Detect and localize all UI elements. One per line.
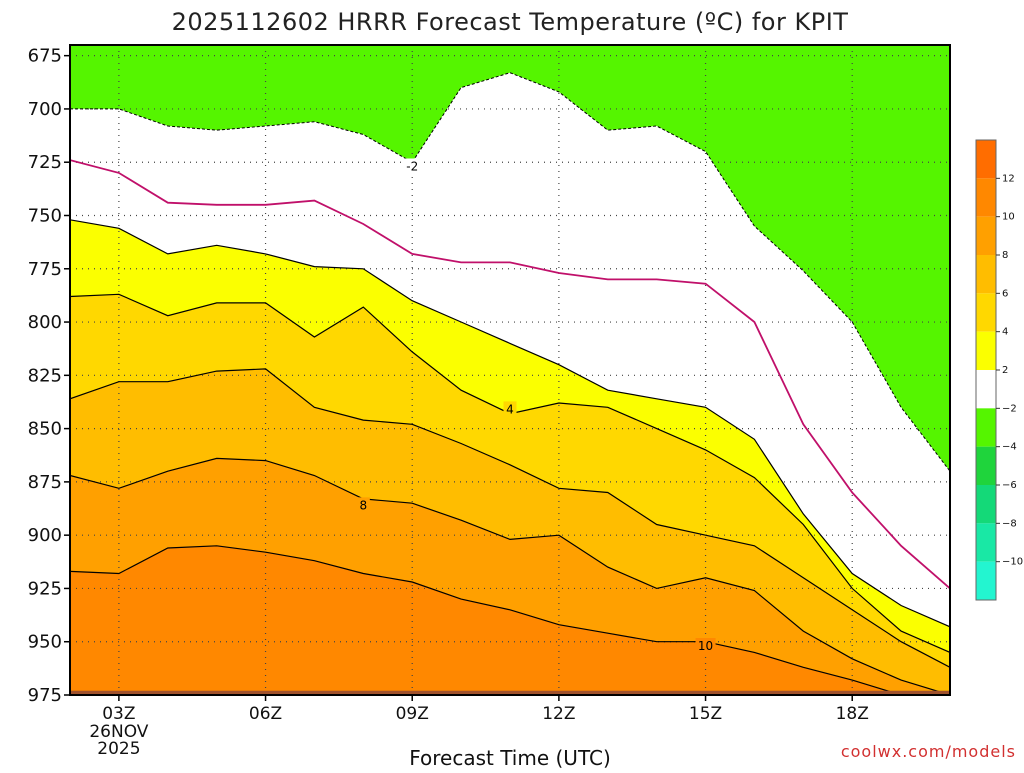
credit-link[interactable]: coolwx.com/models: [841, 742, 1016, 761]
colorbar-label: −8: [1002, 518, 1017, 529]
isotherm-line-8c: [70, 457, 950, 695]
colorbar-label: 4: [1002, 327, 1008, 338]
contour-label: 10: [698, 639, 713, 653]
colorbar-label: −4: [1002, 442, 1017, 453]
colorbar-label: 10: [1002, 212, 1015, 223]
x-date-label: 2025: [97, 739, 140, 759]
y-tick-label: 925: [28, 578, 62, 599]
contour-label: 4: [506, 402, 514, 416]
temperature-fills: [70, 45, 950, 695]
contour-label: 8: [360, 498, 368, 512]
contour-label: -2: [406, 159, 418, 173]
colorbar-label: 8: [1002, 250, 1008, 261]
x-axis-title: Forecast Time (UTC): [409, 746, 611, 768]
x-tick-label: 15Z: [689, 704, 722, 724]
x-tick-label: 12Z: [542, 704, 575, 724]
colorbar-label: 2: [1002, 365, 1008, 376]
plot-frame: [69, 44, 951, 696]
colorbar-swatch: [976, 140, 996, 179]
y-tick-label: 725: [28, 152, 62, 173]
isotherm-line-0c: [70, 159, 950, 590]
y-tick-label: 675: [28, 46, 62, 67]
x-tick-label: 03Z: [102, 704, 135, 724]
y-tick-label: 800: [28, 312, 62, 333]
contour-label-bg: [503, 401, 517, 417]
ground-layer: [70, 690, 950, 695]
fill-band-10c: [70, 545, 950, 695]
plot-area: [70, 45, 950, 695]
fill-band-6c: [70, 368, 950, 695]
fill-band--2c: [70, 72, 950, 589]
colorbar-swatch: [976, 446, 996, 485]
colorbar-label: −6: [1002, 480, 1017, 491]
y-tick-label: 700: [28, 99, 62, 120]
isotherm-line-10c: [70, 545, 950, 695]
colorbar-swatch: [976, 293, 996, 332]
fill-below--2c: [70, 45, 950, 472]
colorbar-swatch: [976, 485, 996, 524]
x-date-label: 26NOV: [89, 722, 148, 742]
contour-label-bg: [402, 158, 423, 174]
y-tick-label: 825: [28, 365, 62, 386]
fill-band-0c: [70, 160, 950, 627]
fill-band-2c: [70, 219, 950, 653]
x-tick-label: 09Z: [396, 704, 429, 724]
fill-band-8c: [70, 458, 950, 695]
colorbar-swatch: [976, 216, 996, 255]
y-axis: 675 700 725 750 775 800 825 850 875 900 925 950 975: [28, 46, 70, 706]
colorbar-swatch: [976, 408, 996, 447]
x-tick-label: 18Z: [836, 704, 869, 724]
chart-title: 2025112602 HRRR Forecast Temperature (ºC…: [172, 8, 849, 36]
isotherm-line-6c: [70, 368, 950, 668]
colorbar-swatch: [976, 370, 996, 409]
y-tick-label: 875: [28, 472, 62, 493]
y-tick-label: 750: [28, 205, 62, 226]
isotherm-line-2c: [70, 219, 950, 628]
x-tick-label: 06Z: [249, 704, 282, 724]
colorbar-swatch: [976, 178, 996, 217]
colorbar-swatch: [976, 255, 996, 294]
y-tick-label: 775: [28, 259, 62, 280]
y-tick-label: 975: [28, 685, 62, 706]
colorbar: 12 10 8 6 4 2 −2 −4 −6 −8 −10: [975, 139, 1023, 601]
colorbar-label: 12: [1002, 173, 1015, 184]
colorbar-label: 6: [1002, 288, 1008, 299]
y-tick-label: 950: [28, 632, 62, 653]
contour-label-bg: [356, 497, 370, 513]
contour-labels: -2 4 8 10: [356, 158, 716, 653]
colorbar-swatch: [976, 523, 996, 562]
colorbar-swatch: [976, 331, 996, 370]
colorbar-label: −10: [1002, 557, 1023, 568]
grid-lines: [70, 45, 950, 695]
colorbar-label: −2: [1002, 403, 1017, 414]
ground-surface: [70, 690, 950, 695]
contour-label-bg: [695, 637, 716, 653]
y-tick-label: 850: [28, 419, 62, 440]
y-tick-label: 900: [28, 525, 62, 546]
colorbar-swatch: [976, 561, 996, 600]
